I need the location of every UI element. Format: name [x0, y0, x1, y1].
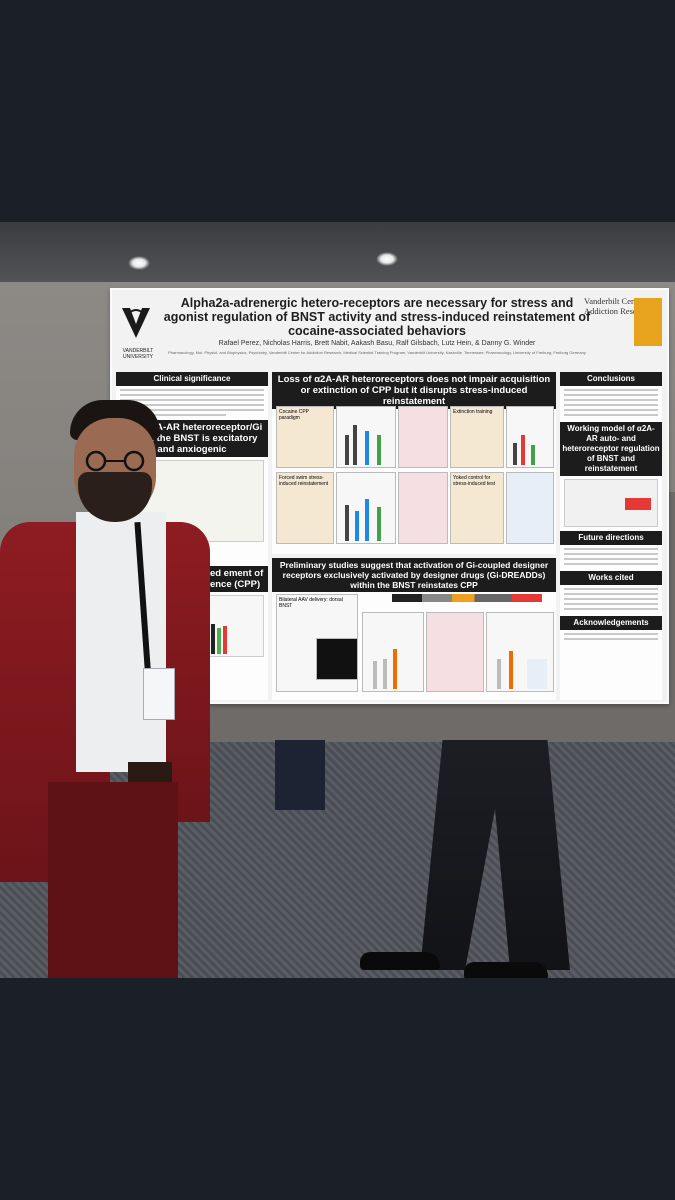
center-top-section: Loss of α2A-AR heteroreceptors does not …	[272, 372, 556, 554]
bar-graph	[486, 612, 554, 692]
bar-graph	[398, 472, 448, 544]
figure	[564, 479, 658, 527]
section-heading: Acknowledgements	[560, 616, 662, 630]
bar-graph	[506, 406, 554, 468]
bar-graph	[336, 406, 396, 468]
figure-panel: Yoked control for stress-induced test	[450, 472, 504, 544]
section-heading: Preliminary studies suggest that activat…	[272, 558, 556, 592]
figure-panel: Extinction training	[450, 406, 504, 468]
section-heading: Future directions	[560, 531, 662, 545]
bar-graph	[426, 612, 484, 692]
right-column: Conclusions Working model of α2A-AR auto…	[560, 372, 662, 700]
center-logo-icon	[634, 298, 662, 346]
bar-graph	[362, 612, 424, 692]
center-bottom-section: Preliminary studies suggest that activat…	[272, 558, 556, 700]
ceiling-light	[376, 252, 398, 266]
university-name: VANDERBILT UNIVERSITY	[122, 348, 154, 360]
name-badge	[143, 668, 175, 720]
poster-authors: Rafael Perez, Nicholas Harris, Brett Nab…	[218, 340, 536, 347]
poster: VANDERBILT UNIVERSITY Alpha2a-adrenergic…	[110, 288, 669, 704]
poster-title: Alpha2a-adrenergic hetero-receptors are …	[163, 296, 591, 338]
ceiling	[0, 222, 675, 292]
figure-panel: Forced swim stress-induced reinstatement	[276, 472, 334, 544]
section-heading: Works cited	[560, 571, 662, 585]
section-heading: Loss of α2A-AR heteroreceptors does not …	[272, 372, 556, 409]
poster-affiliations: Pharmacology, Mol. Physiol. and Biophysi…	[168, 350, 586, 355]
timeline	[392, 594, 542, 602]
ceiling-light	[128, 256, 150, 270]
shoe	[360, 952, 440, 970]
center-name: Vanderbilt Center for Addiction Research	[584, 296, 657, 316]
photo: VANDERBILT UNIVERSITY Alpha2a-adrenergic…	[0, 222, 675, 978]
vanderbilt-logo-icon	[122, 308, 150, 338]
bar-graph	[398, 406, 448, 468]
section-heading: Clinical significance	[116, 372, 268, 386]
section-heading: Working model of α2A-AR auto- and hetero…	[560, 422, 662, 476]
figure-panel: Cocaine CPP paradigm	[276, 406, 334, 468]
section-heading: Conclusions	[560, 372, 662, 386]
shirt	[76, 512, 166, 772]
bar-graph	[506, 472, 554, 544]
micrograph	[316, 638, 358, 680]
bar-graph	[336, 472, 396, 544]
pants	[48, 782, 178, 978]
shoe	[464, 962, 548, 978]
glasses-icon	[85, 450, 145, 472]
background-person-legs	[275, 740, 325, 810]
